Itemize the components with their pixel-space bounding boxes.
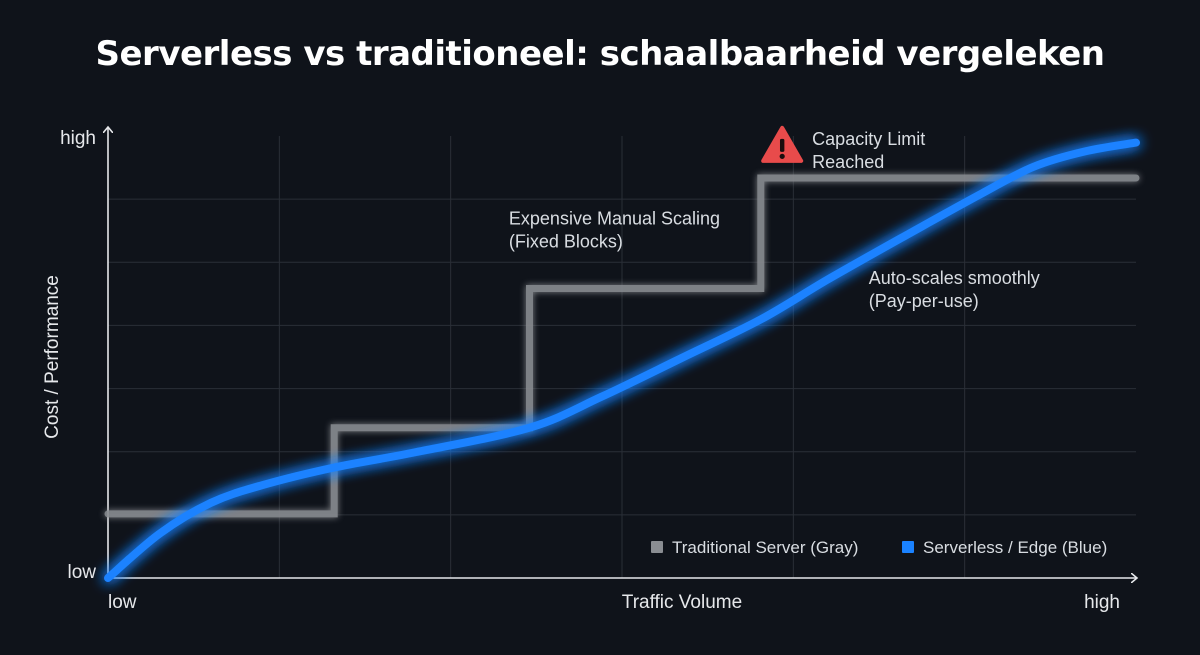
- series-line-traditional: [104, 174, 1140, 518]
- annotation-auto-scales: Auto-scales smoothly (Pay-per-use): [869, 268, 1040, 311]
- legend: Traditional Server (Gray) Serverless / Ed…: [651, 538, 1107, 557]
- warning-icon: [761, 125, 804, 163]
- axes: [108, 128, 1136, 578]
- x-tick-label-high: high: [1084, 592, 1120, 613]
- legend-item-serverless: Serverless / Edge (Blue): [902, 538, 1107, 557]
- warning-icon-bar: [779, 138, 785, 152]
- legend-swatch: [651, 541, 663, 553]
- annotation-line: (Fixed Blocks): [509, 231, 623, 251]
- annotation-manual-scaling: Expensive Manual Scaling (Fixed Blocks): [509, 208, 720, 251]
- annotation-line: Auto-scales smoothly: [869, 268, 1040, 288]
- series-line-serverless: [104, 138, 1140, 582]
- series: [104, 138, 1140, 582]
- y-tick-label-high: high: [60, 128, 96, 149]
- x-tick-label-low: low: [108, 592, 137, 613]
- annotation-capacity-limit: Capacity Limit Reached: [812, 129, 925, 172]
- y-axis-label: Cost / Performance: [42, 275, 63, 439]
- y-tick-label-low: low: [67, 562, 96, 583]
- annotation-line: Expensive Manual Scaling: [509, 208, 720, 228]
- annotation-line: (Pay-per-use): [869, 291, 979, 311]
- x-axis-label: Traffic Volume: [622, 592, 742, 613]
- annotation-line: Reached: [812, 152, 884, 172]
- legend-swatch: [902, 541, 914, 553]
- legend-item-traditional: Traditional Server (Gray): [651, 538, 858, 557]
- chart-title: Serverless vs traditioneel: schaalbaarhe…: [95, 34, 1106, 74]
- warning-icon-dot: [779, 153, 785, 159]
- legend-label: Traditional Server (Gray): [672, 538, 858, 557]
- legend-label: Serverless / Edge (Blue): [923, 538, 1107, 557]
- annotation-line: Capacity Limit: [812, 129, 925, 149]
